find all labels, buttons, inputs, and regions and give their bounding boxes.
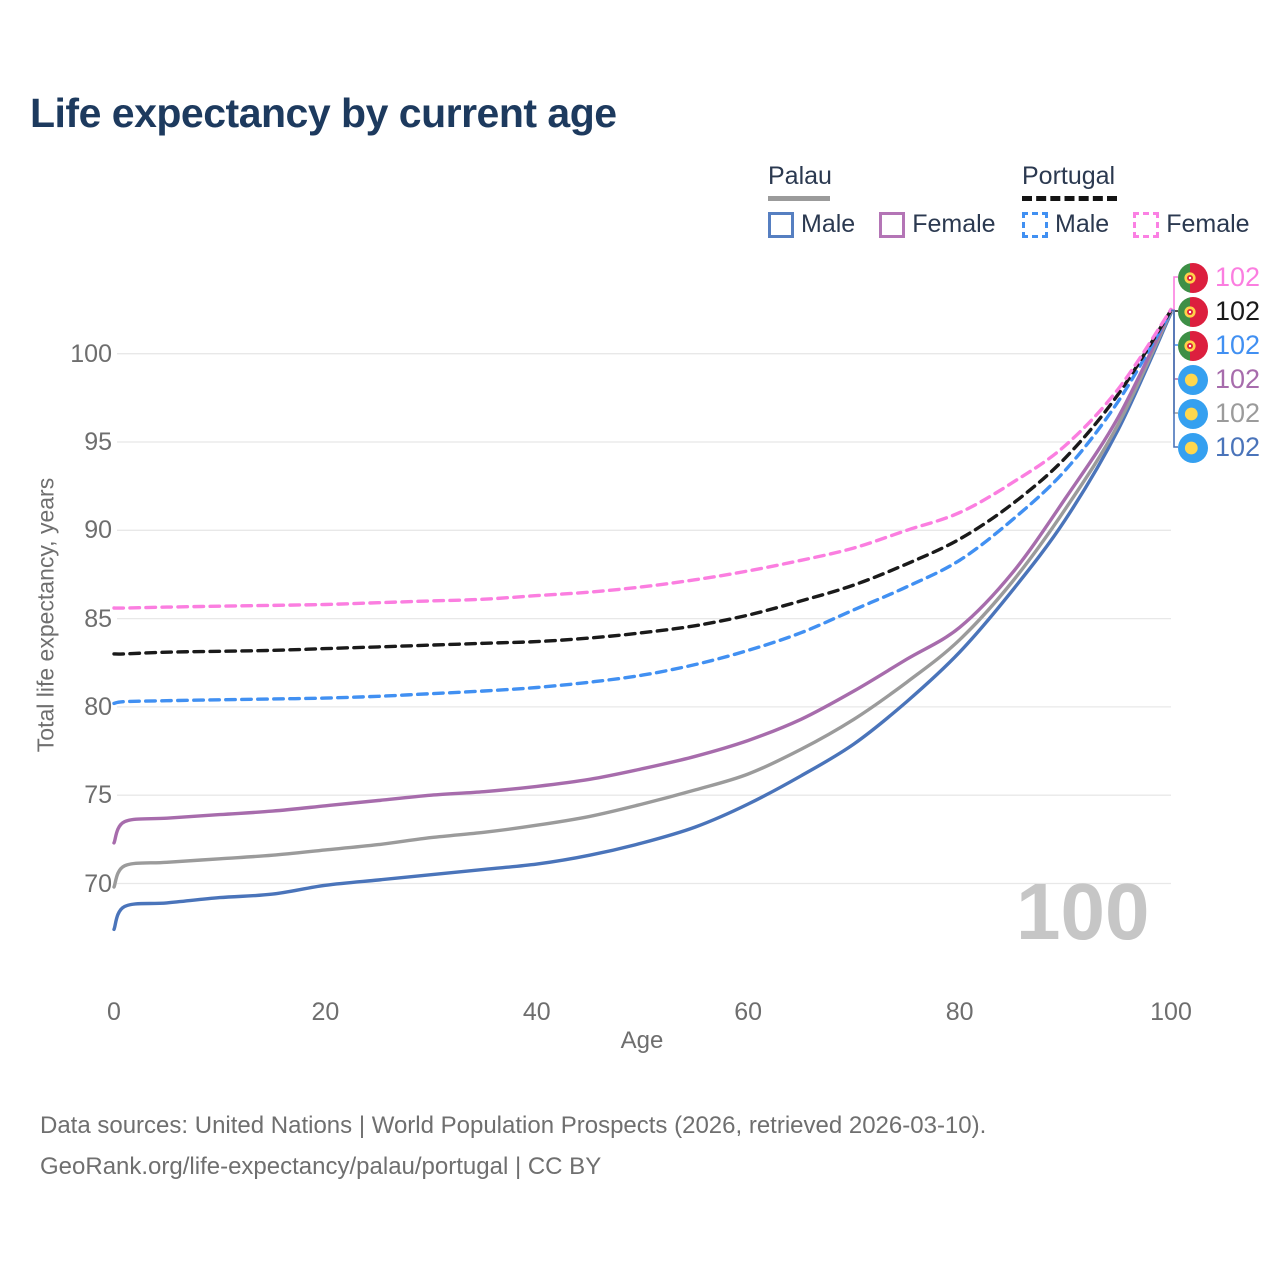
endpoint-connector-portugal_female — [1171, 276, 1178, 312]
endpoint-value: 102 — [1215, 432, 1261, 462]
endpoint-label-portugal_male: 102 — [1178, 330, 1260, 361]
series-line-palau_female[interactable] — [112, 307, 1173, 845]
series-line-portugal_female[interactable] — [112, 307, 1173, 610]
endpoint-label-palau_total: 102 — [1178, 398, 1260, 429]
palau-male-label[interactable]: Male — [801, 210, 856, 238]
palau-flag-icon — [1178, 398, 1208, 429]
palau-line-style-sample — [768, 196, 830, 201]
x-tick-label: 0 — [107, 998, 121, 1026]
y-tick-label: 85 — [84, 604, 112, 633]
hovered-age-watermark: 100 — [1016, 867, 1150, 956]
palau-female-label[interactable]: Female — [912, 210, 996, 238]
data-sources-text: Data sources: United Nations | World Pop… — [40, 1112, 987, 1139]
y-tick-label: 95 — [84, 428, 112, 456]
series-line-palau_total[interactable] — [112, 309, 1173, 889]
y-tick-label: 100 — [70, 339, 112, 368]
x-tick-label: 100 — [1150, 998, 1192, 1026]
legend-group-portugal: Portugal Male Female — [1022, 162, 1274, 239]
portugal-male-checkbox[interactable] — [1022, 211, 1048, 238]
palau-female-checkbox[interactable] — [879, 211, 906, 238]
palau-male-checkbox[interactable] — [768, 211, 794, 238]
x-tick-label: 20 — [311, 998, 340, 1026]
endpoint-value: 102 — [1215, 364, 1261, 394]
x-tick-label: 60 — [734, 998, 763, 1026]
chart-title: Life expectancy by current age — [30, 90, 617, 136]
portugal-female-checkbox[interactable] — [1133, 211, 1160, 238]
endpoint-value: 102 — [1215, 330, 1261, 360]
endpoint-value: 102 — [1215, 262, 1261, 292]
portugal-male-label[interactable]: Male — [1055, 210, 1110, 238]
palau-flag-icon — [1178, 364, 1208, 395]
x-axis-title: Age — [620, 1027, 664, 1054]
endpoint-value: 102 — [1215, 296, 1261, 326]
attribution-text: GeoRank.org/life-expectancy/palau/portug… — [40, 1153, 602, 1180]
x-tick-label: 80 — [945, 998, 974, 1026]
endpoint-value: 102 — [1215, 398, 1261, 428]
palau-flag-icon — [1178, 432, 1208, 463]
endpoint-label-portugal_female: 102 — [1178, 262, 1260, 293]
x-tick-label: 40 — [522, 998, 551, 1026]
footer: Data sources: United Nations | World Pop… — [40, 1105, 986, 1187]
legend-country-palau[interactable]: Palau — [768, 162, 832, 190]
portugal-flag-icon — [1178, 296, 1208, 327]
endpoint-label-palau_male: 102 — [1178, 432, 1260, 463]
endpoint-label-portugal_total: 102 — [1178, 296, 1260, 327]
portugal-flag-icon — [1178, 330, 1208, 361]
legend-country-portugal[interactable]: Portugal — [1022, 162, 1116, 190]
y-tick-label: 70 — [84, 869, 112, 898]
series-line-portugal_total[interactable] — [112, 308, 1173, 656]
legend-group-palau: Palau Male Female — [768, 162, 1020, 239]
portugal-female-label[interactable]: Female — [1166, 210, 1250, 238]
endpoint-connector-palau_male — [1171, 309, 1178, 448]
y-tick-label: 80 — [84, 692, 112, 721]
series-line-palau_male[interactable] — [112, 311, 1173, 932]
y-tick-label: 75 — [84, 781, 112, 810]
endpoint-label-palau_female: 102 — [1178, 364, 1260, 395]
portugal-line-style-sample — [1022, 196, 1117, 201]
portugal-flag-icon — [1178, 262, 1208, 293]
series-line-portugal_male[interactable] — [112, 309, 1173, 706]
y-tick-label: 90 — [84, 516, 112, 545]
